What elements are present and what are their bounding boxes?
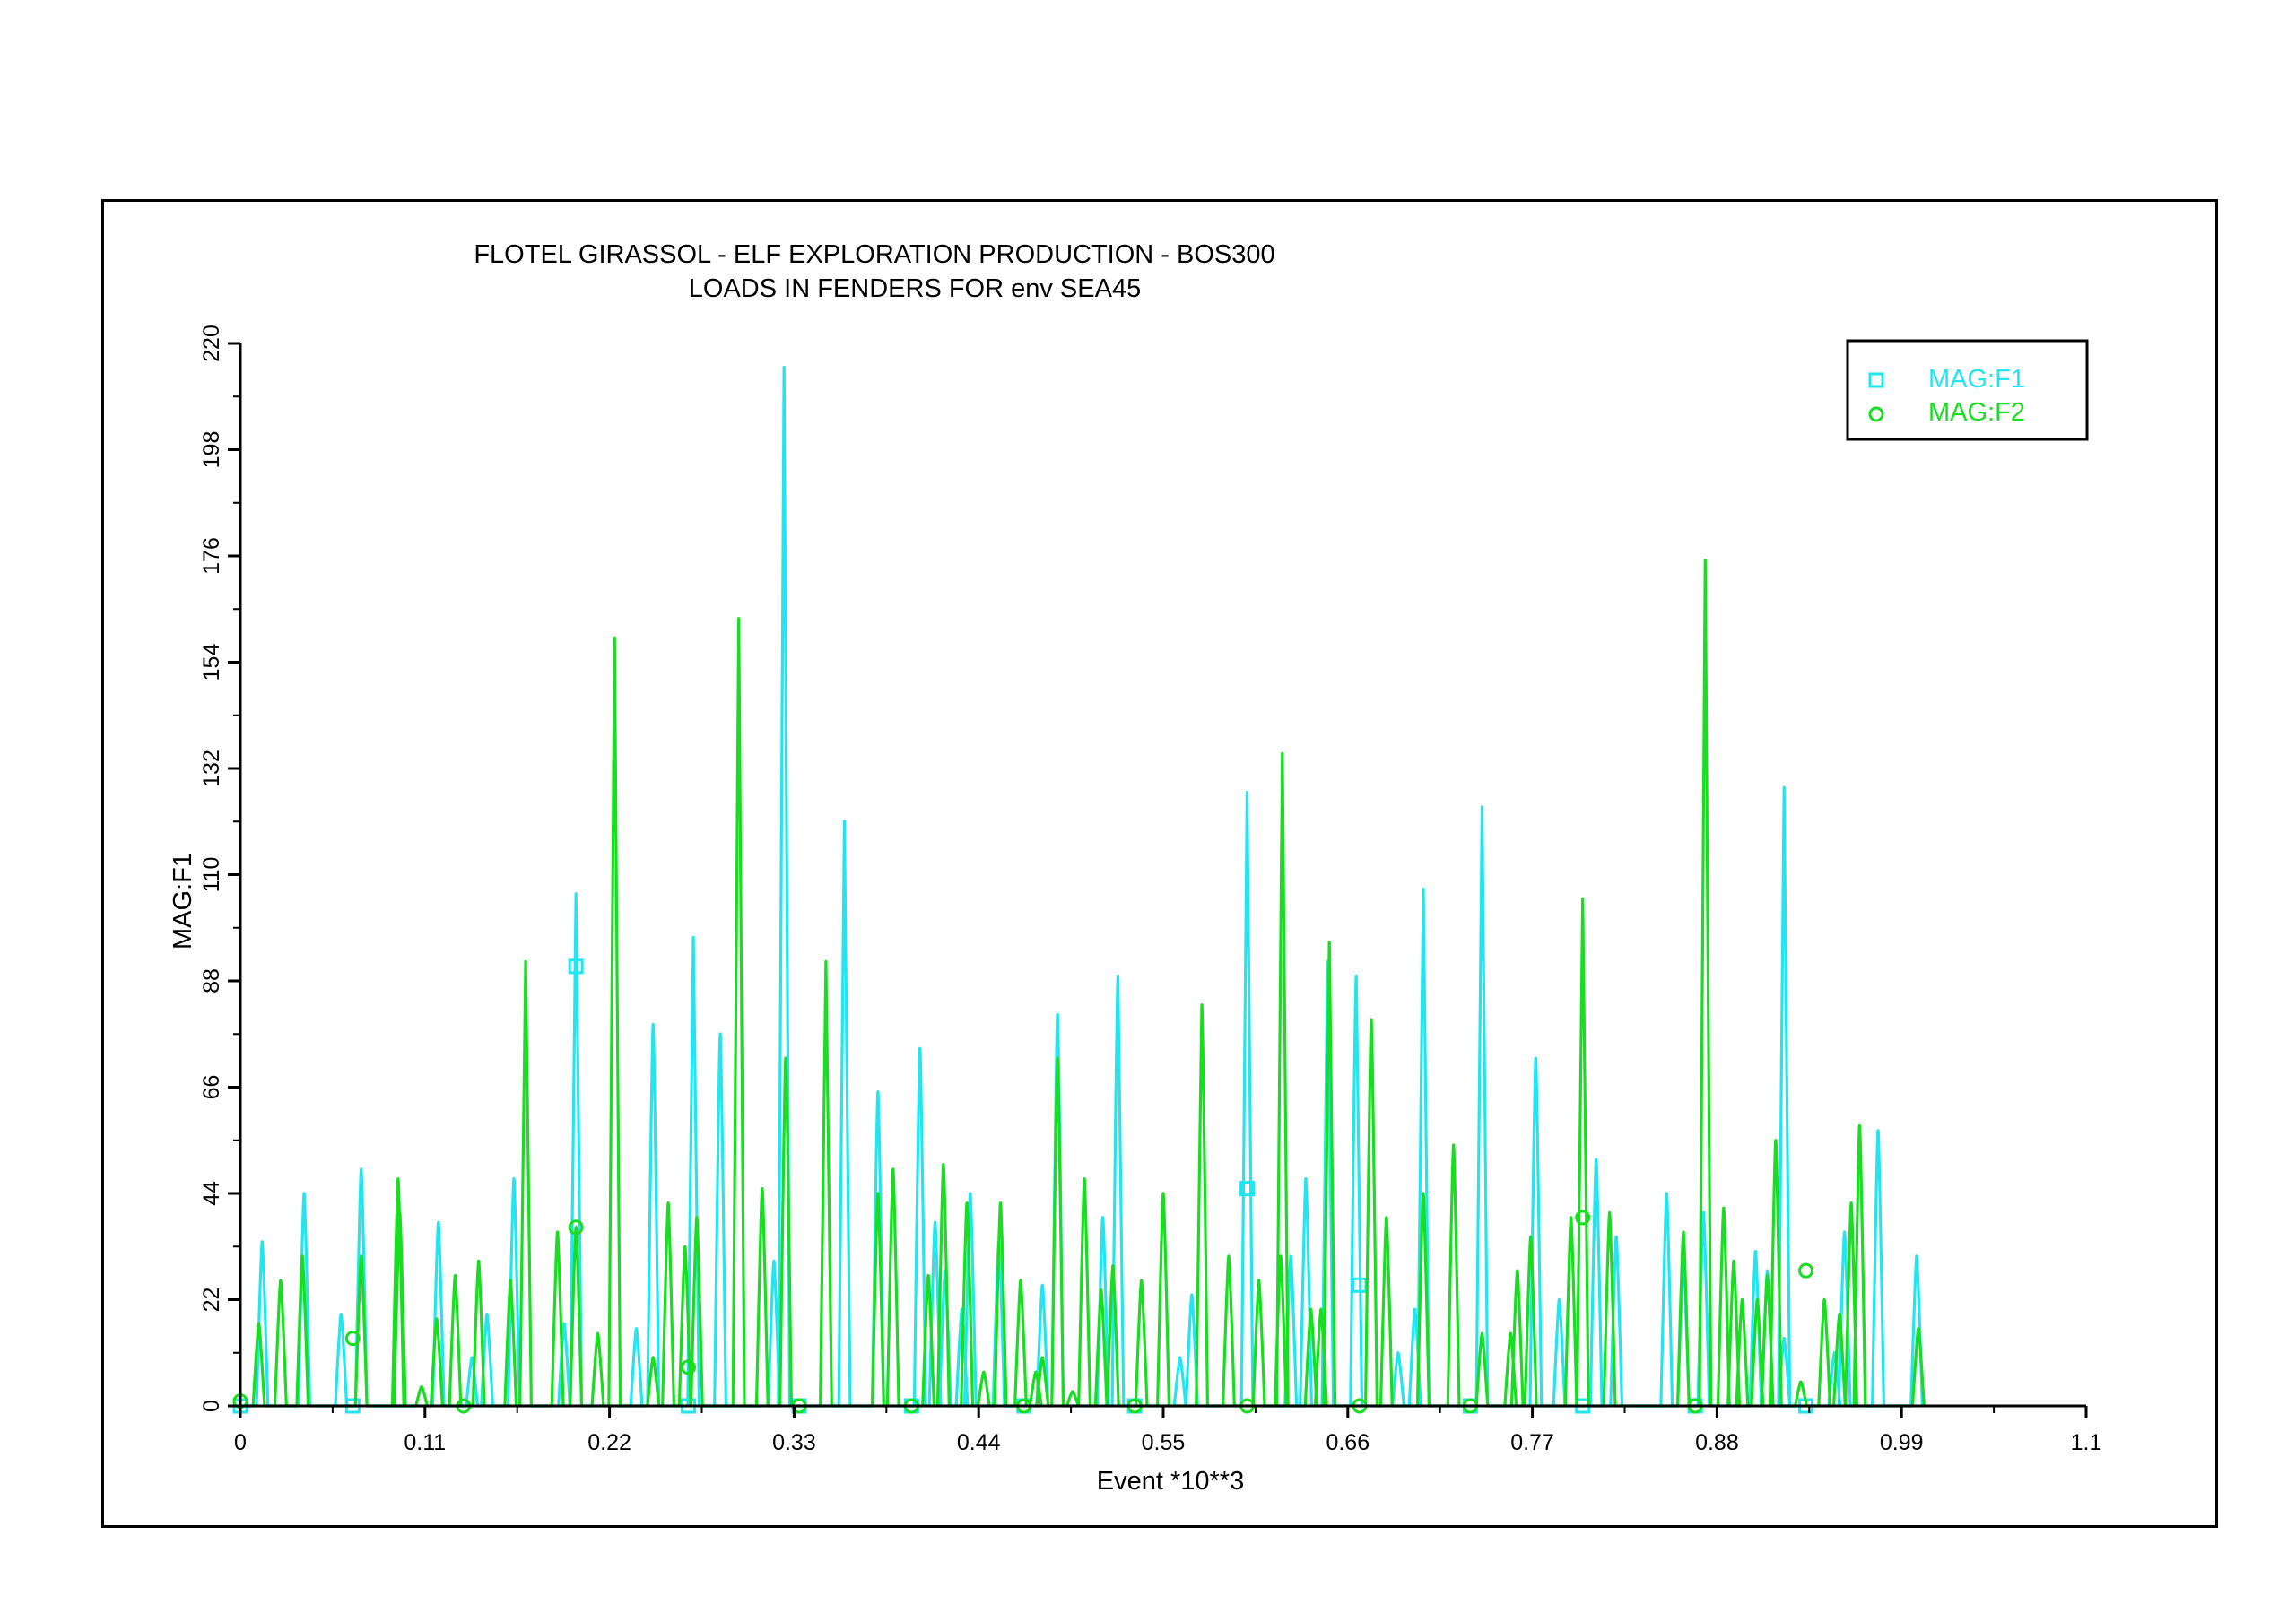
chart-subtitle: LOADS IN FENDERS FOR env SEA45	[689, 274, 1141, 303]
y-tick-label: 66	[199, 1075, 224, 1100]
legend-label-f2: MAG:F2	[1928, 398, 2025, 427]
x-axis-label: Event *10**3	[1097, 1467, 1244, 1496]
x-tick-label: 0.33	[772, 1430, 816, 1455]
series-2-marker	[1798, 1262, 1814, 1279]
x-tick-label: 0.88	[1695, 1430, 1739, 1455]
x-tick-label: 1.1	[2071, 1430, 2102, 1455]
y-tick-label: 132	[199, 750, 224, 787]
legend-box	[1846, 339, 2089, 441]
series-line-2	[240, 559, 1926, 1408]
series-1-marker	[568, 958, 584, 975]
y-tick-label: 176	[199, 537, 224, 575]
chart-titles: FLOTEL GIRASSOL - ELF EXPLORATION PRODUC…	[474, 240, 1274, 303]
chart-title: FLOTEL GIRASSOL - ELF EXPLORATION PRODUC…	[474, 240, 1274, 269]
axes: 0 0.11 0.22 0.33 0.44 0.55 0.66 0.77 0.88 0.99 1.1…	[199, 325, 2101, 1455]
legend: MAG:F1 MAG:F2	[1846, 339, 2089, 441]
series-line-1	[240, 365, 1924, 1408]
y-tick-label: 0	[199, 1400, 224, 1412]
y-tick-label: 110	[199, 857, 224, 893]
x-tick-label: 0.22	[587, 1430, 631, 1455]
y-tick-label: 154	[199, 644, 224, 681]
x-tick-label: 0.66	[1326, 1430, 1370, 1455]
series-2-marker	[1575, 1210, 1591, 1226]
x-tick-label: 0.44	[957, 1430, 1001, 1455]
x-tick-label: 0.55	[1142, 1430, 1186, 1455]
series-layer	[232, 365, 1926, 1414]
y-tick-label: 220	[199, 325, 224, 362]
y-tick-label: 88	[199, 968, 224, 993]
series-1-marker	[1239, 1181, 1256, 1197]
x-tick-label: 0.77	[1510, 1430, 1554, 1455]
x-tick-label: 0.99	[1880, 1430, 1924, 1455]
series-2-marker	[344, 1331, 361, 1347]
y-tick-label: 198	[199, 431, 224, 469]
y-tick-label: 22	[199, 1288, 224, 1313]
y-tick-label: 44	[199, 1181, 224, 1206]
y-axis-label: MAG:F1	[169, 853, 197, 950]
series-2-marker	[681, 1359, 697, 1375]
legend-marker-f1	[1868, 372, 1884, 388]
x-tick-label: 0	[234, 1430, 247, 1455]
series-2-marker	[568, 1219, 584, 1236]
legend-marker-f2	[1868, 406, 1884, 422]
legend-label-f1: MAG:F1	[1928, 365, 2025, 394]
x-tick-label: 0.11	[404, 1430, 446, 1455]
chart-frame	[101, 199, 2218, 1528]
